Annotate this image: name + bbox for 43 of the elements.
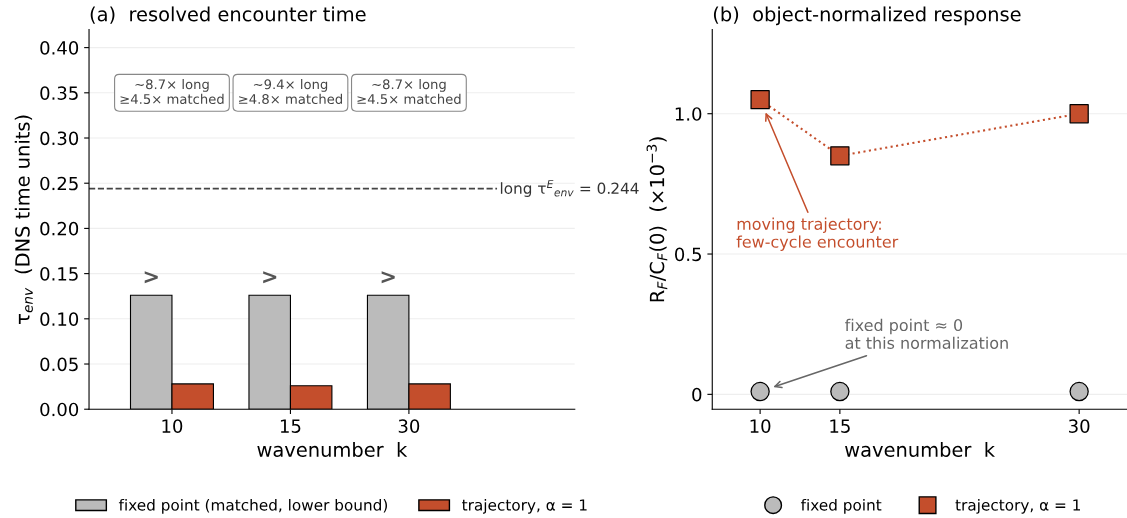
- ref-line-label: long τ$^{E}$$_{env}$ = 0.244: [500, 180, 639, 197]
- y-tick-label: 0.00: [40, 402, 79, 417]
- x-tick-label: 10: [750, 419, 771, 433]
- point: [750, 90, 770, 110]
- y-tick-label: 0.35: [40, 86, 78, 100]
- y-tick-label: 0.10: [40, 312, 79, 326]
- point: [1069, 381, 1089, 402]
- annotation: >: [144, 271, 158, 284]
- y-tick-label: 0.40: [40, 41, 79, 55]
- annotation: ~8.7× long ≥4.5× matched: [357, 79, 461, 105]
- legend-label: trajectory, α = 1: [955, 498, 1081, 514]
- y-tick-label: 0.5: [675, 247, 701, 262]
- x-tick-label: 15: [280, 419, 301, 433]
- chart-title: (b) object-normalized response: [713, 6, 1021, 26]
- x-tick-label: 15: [830, 419, 850, 433]
- point: [830, 146, 850, 166]
- annotation: >: [263, 271, 277, 284]
- x-tick-label: 30: [1069, 419, 1090, 433]
- annotation: ~8.7× long ≥4.5× matched: [120, 79, 224, 105]
- y-tick-label: 0: [692, 387, 702, 402]
- point: [1069, 104, 1089, 124]
- y-tick-label: 0.20: [40, 221, 79, 236]
- annotation: fixed point ≈ 0 at this normalization: [845, 318, 1008, 349]
- x-tick-label: 10: [162, 419, 183, 433]
- point: [830, 381, 850, 402]
- y-axis-title: τ$_{env}$ (DNS time units): [14, 115, 33, 324]
- annotation: moving trajectory: few-cycle encounter: [736, 217, 899, 251]
- point: [750, 381, 770, 402]
- legend-label: fixed point (matched, lower bound): [118, 498, 387, 514]
- y-tick-label: 1.0: [675, 107, 702, 121]
- chart-title: (a) resolved encounter time: [90, 6, 366, 24]
- x-tick-label: 30: [398, 419, 420, 433]
- x-axis-title: wavenumber k: [845, 441, 995, 458]
- y-tick-label: 0.25: [40, 176, 78, 191]
- annotation: ~9.4× long ≥4.8× matched: [239, 79, 342, 105]
- x-axis-title: wavenumber k: [257, 441, 408, 458]
- y-axis-title: R$_{F}$/C$_{F}$(0) (×10$^{−3}$): [646, 137, 668, 302]
- y-tick-label: 0.30: [40, 131, 79, 146]
- annotation: >: [381, 271, 395, 284]
- legend-label: trajectory, α = 1: [462, 498, 587, 514]
- y-tick-label: 0.15: [40, 267, 78, 281]
- y-tick-label: 0.05: [40, 357, 78, 372]
- legend-label: fixed point: [800, 498, 882, 514]
